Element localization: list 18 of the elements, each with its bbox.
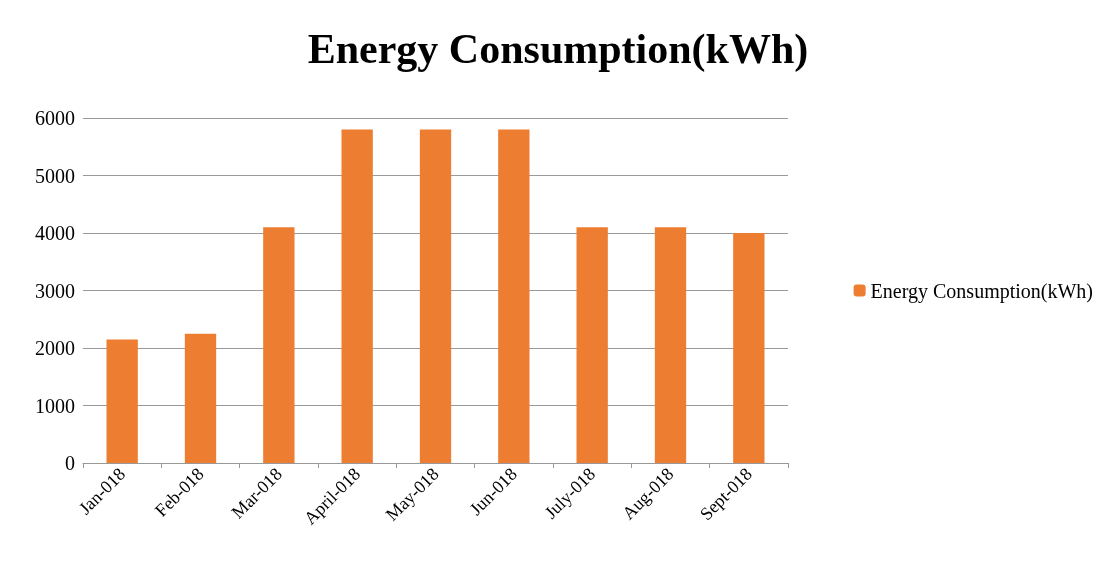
y-tick-label: 2000 (35, 337, 75, 359)
y-tick-label: 3000 (35, 279, 75, 302)
y-tick-label: 4000 (35, 222, 75, 244)
bar (263, 227, 295, 463)
bar (184, 333, 217, 463)
bar (654, 227, 687, 463)
y-tick-label: 6000 (35, 107, 75, 129)
y-tick-label: 1000 (35, 394, 75, 417)
chart-title: Energy Consumption(kWh) (307, 26, 809, 73)
bar (733, 233, 765, 463)
bar (498, 129, 530, 463)
bar (106, 339, 138, 463)
legend-label: Energy Consumption(kWh) (870, 279, 1094, 303)
bar (576, 227, 608, 463)
bar (419, 129, 452, 463)
y-tick-label: 5000 (35, 164, 75, 187)
y-tick-label: 0 (65, 452, 75, 474)
bar (341, 129, 373, 463)
